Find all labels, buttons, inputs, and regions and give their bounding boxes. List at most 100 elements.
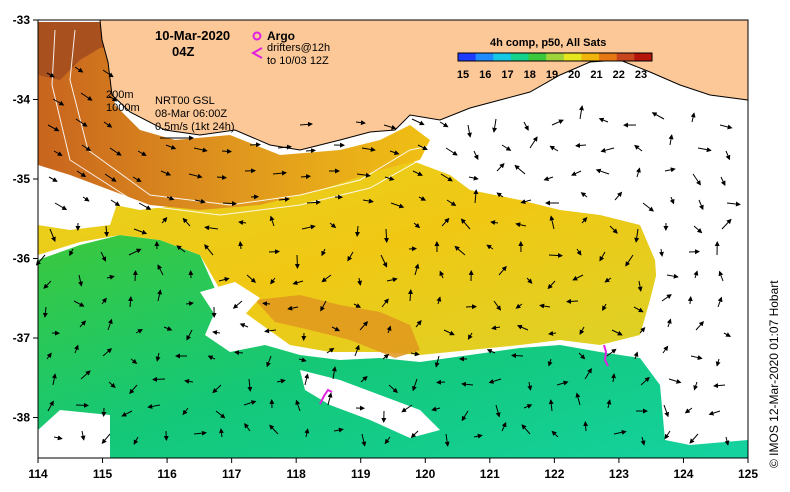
current-arrow [642, 202, 655, 212]
current-arrow [566, 298, 579, 304]
current-arrow [182, 217, 191, 227]
current-arrow [611, 329, 623, 336]
current-arrow [726, 201, 741, 207]
current-arrow [439, 121, 449, 128]
current-arrow [664, 167, 676, 173]
current-arrow [188, 173, 203, 179]
current-arrow [244, 422, 251, 432]
colorbar-tick-label: 19 [546, 69, 558, 81]
current-arrow [551, 430, 559, 438]
current-arrow [129, 384, 138, 395]
contour-1000m [51, 29, 749, 216]
colorbar-ticks: 15 16 17 18 19 20 21 22 23 [457, 69, 647, 81]
current-arrow [176, 245, 186, 253]
current-arrow [355, 120, 366, 126]
current-arrow [431, 406, 441, 412]
colorbar-tick-label: 15 [457, 69, 469, 81]
current-arrow [327, 392, 333, 406]
current-vectors [35, 66, 741, 447]
current-arrow [216, 174, 227, 180]
current-arrow [549, 145, 559, 152]
current-arrow [321, 274, 332, 283]
current-arrow [157, 264, 164, 276]
current-arrow [583, 421, 589, 432]
current-arrow [388, 384, 398, 393]
current-arrow [491, 325, 501, 331]
current-arrow [602, 303, 607, 312]
map-frame [37, 19, 749, 459]
current-arrow [137, 150, 147, 156]
currents-source: NRT00 GSL [155, 95, 215, 107]
current-arrow [193, 147, 208, 153]
current-arrow [548, 330, 557, 336]
current-arrow [222, 201, 237, 207]
current-arrow [600, 147, 615, 153]
current-arrow [434, 355, 440, 368]
current-arrow [529, 136, 538, 149]
y-tick-label: -38 [13, 411, 31, 425]
colorbar-segment [458, 53, 477, 61]
current-arrow [80, 430, 86, 441]
current-arrow [207, 355, 216, 361]
current-arrow [611, 373, 617, 383]
current-arrow [614, 191, 623, 201]
current-arrow [272, 170, 287, 176]
current-arrow [690, 112, 696, 123]
current-arrow [82, 196, 90, 202]
current-arrow [501, 144, 512, 151]
current-arrow [73, 300, 85, 307]
current-arrow [689, 433, 699, 444]
current-arrow [719, 124, 733, 130]
current-arrow [232, 300, 243, 309]
current-arrow [353, 303, 362, 308]
current-arrow [666, 318, 672, 328]
current-arrow [204, 244, 214, 256]
current-arrow [527, 381, 533, 391]
current-arrow [695, 321, 704, 331]
current-arrow [515, 303, 523, 309]
current-arrow [270, 277, 276, 285]
current-arrow [132, 270, 138, 282]
current-arrow [128, 296, 134, 308]
colorbar-segment [581, 53, 600, 61]
colorbar-segment [563, 53, 582, 61]
sst-warm-core [255, 295, 420, 358]
current-arrow [74, 344, 79, 354]
colorbar-segment [546, 53, 565, 61]
colorbar-title: 4h comp, p50, All Sats [490, 37, 606, 49]
current-arrow [74, 66, 84, 73]
x-tick-label: 114 [28, 467, 48, 481]
current-arrow [410, 430, 419, 438]
current-arrow [604, 277, 612, 283]
current-arrow [693, 270, 699, 279]
colorbar-segment [634, 53, 653, 61]
current-arrow [721, 218, 732, 230]
cloud-gap-mid [200, 282, 260, 320]
current-arrow [383, 124, 397, 130]
current-arrow [133, 228, 148, 235]
colorbar-tick-label: 23 [635, 69, 647, 81]
current-arrow [79, 320, 87, 328]
current-arrow [354, 344, 360, 357]
current-arrow [443, 329, 455, 336]
current-arrow [186, 329, 193, 341]
current-arrow [693, 381, 699, 391]
current-arrow [121, 410, 133, 417]
y-tick-label: -34 [13, 93, 31, 107]
current-arrow [521, 424, 531, 435]
current-arrow [76, 170, 87, 178]
current-arrow [147, 404, 161, 409]
cloud-gap-south [300, 370, 440, 438]
current-arrow [460, 218, 471, 230]
current-arrow [380, 254, 388, 268]
current-arrow [194, 198, 206, 204]
current-arrow [51, 373, 57, 386]
current-arrow [218, 277, 230, 282]
current-arrow [53, 435, 63, 441]
current-arrow [361, 433, 367, 447]
credit-label: © IMOS 12-Mar-2020 01:07 Hobart [767, 280, 781, 468]
current-arrow [547, 358, 553, 367]
current-arrow [548, 399, 554, 412]
current-arrow [155, 352, 161, 362]
